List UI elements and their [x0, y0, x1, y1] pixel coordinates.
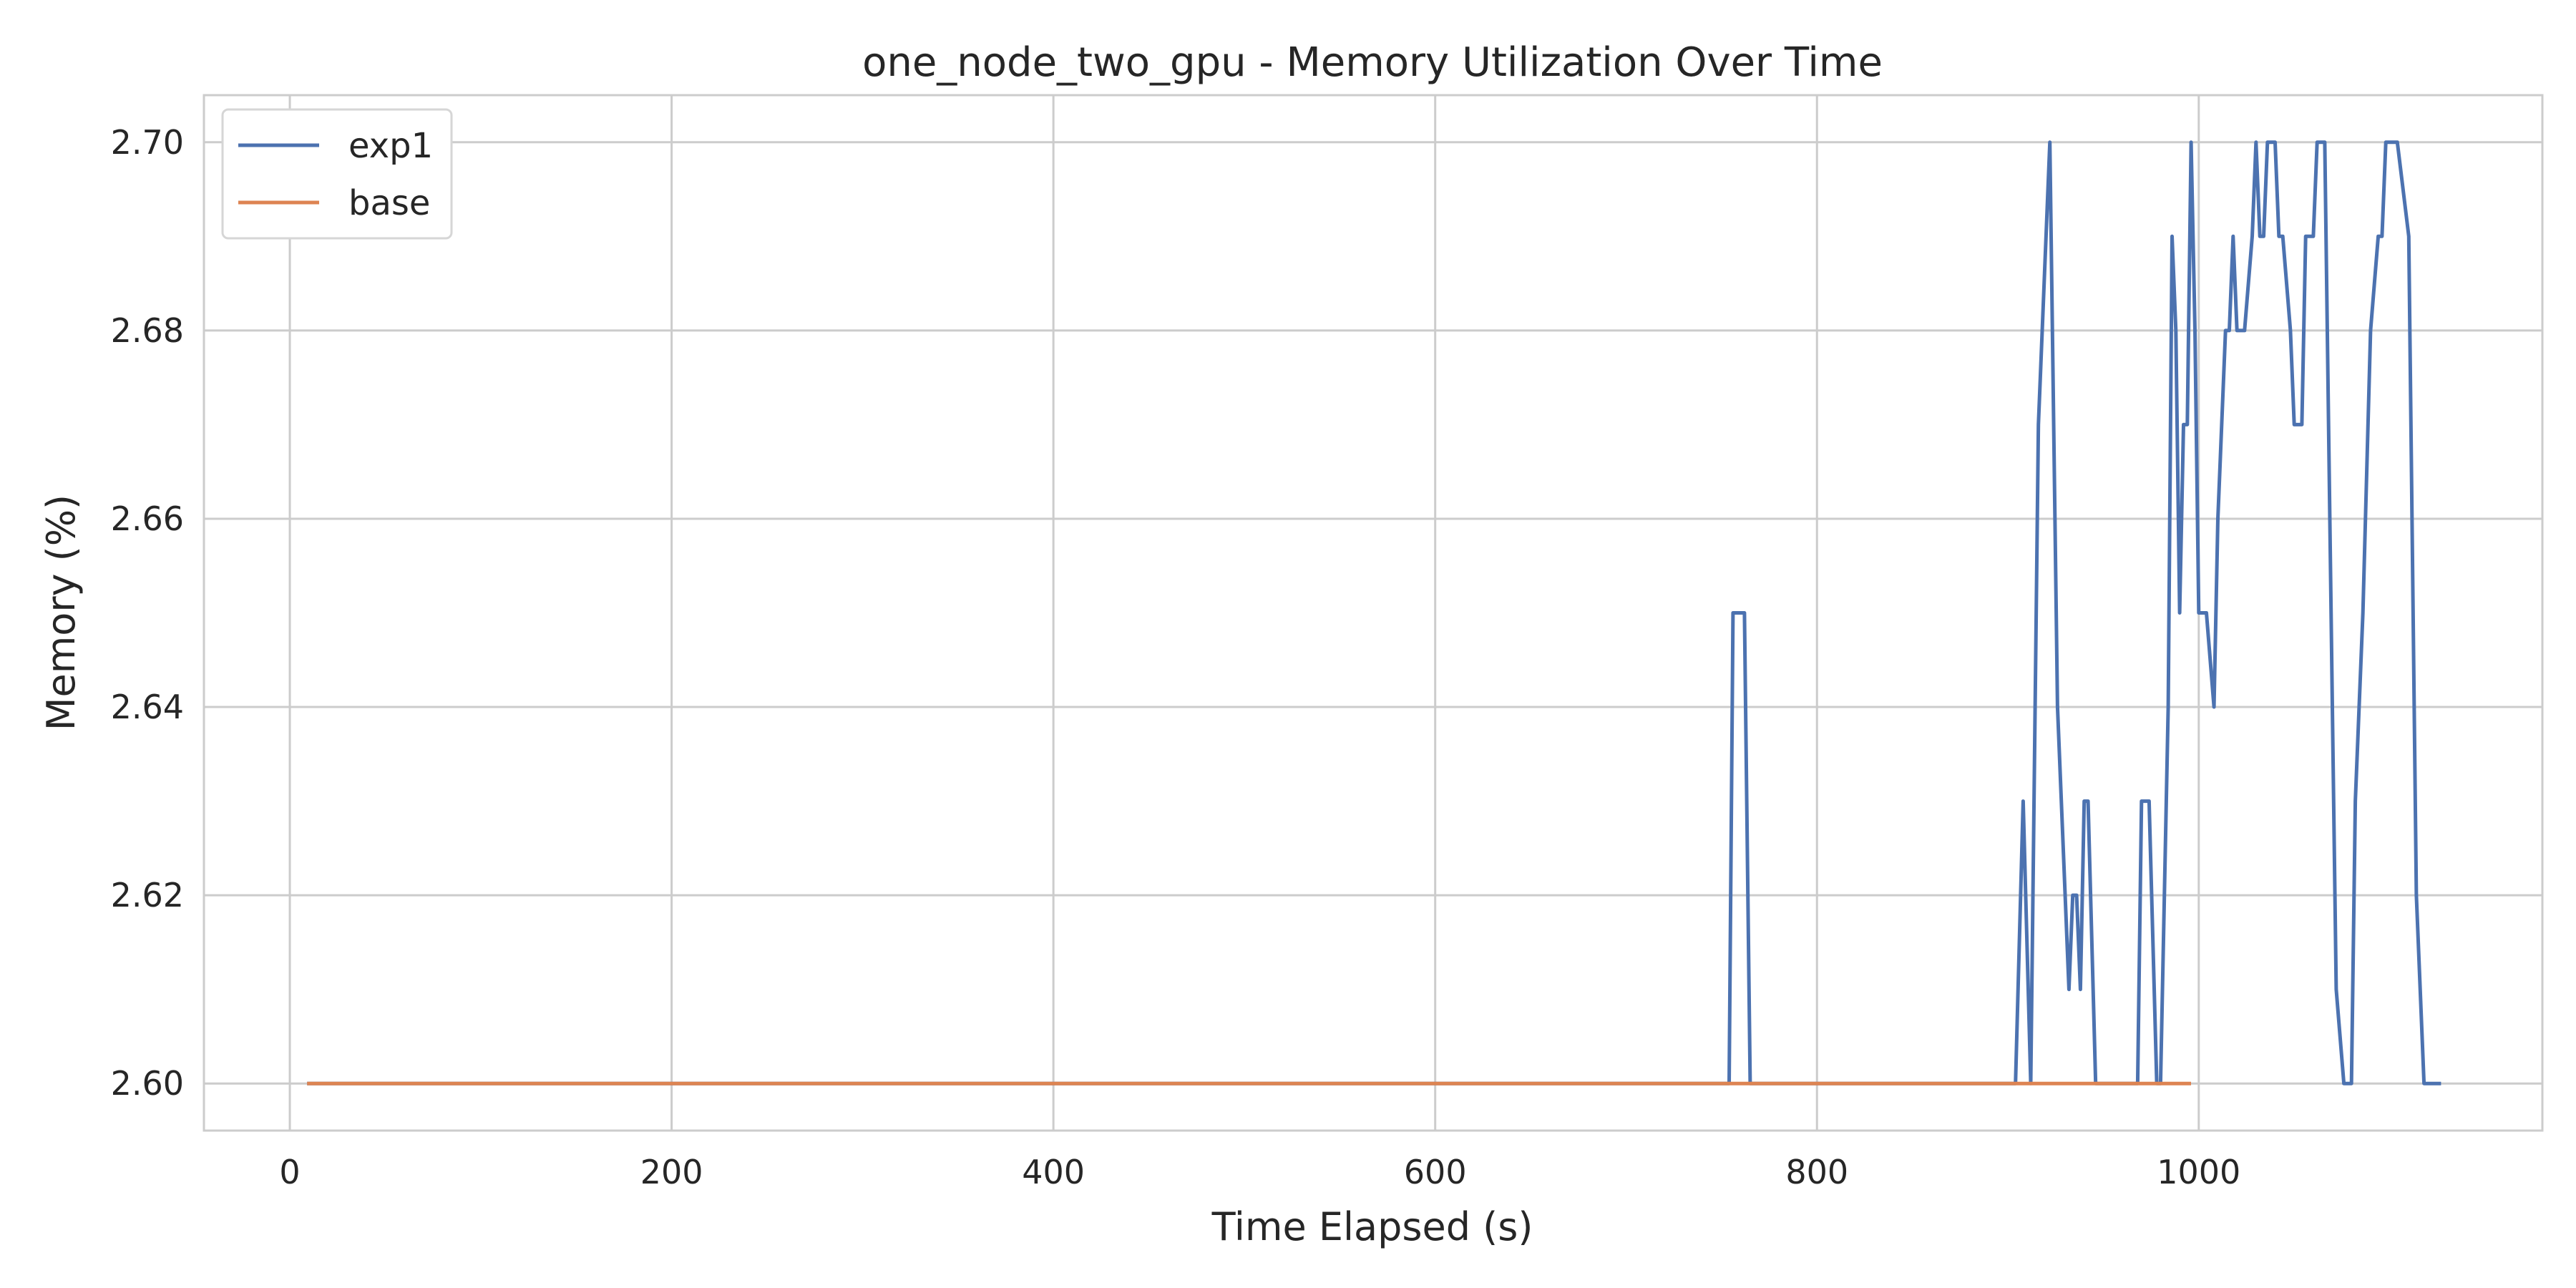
x-tick-label: 800 — [1785, 1153, 1848, 1191]
y-tick-label: 2.60 — [111, 1064, 184, 1103]
legend-label-exp1: exp1 — [348, 126, 433, 166]
y-axis-label: Memory (%) — [39, 494, 84, 731]
legend-label-base: base — [348, 183, 430, 223]
x-tick-label: 600 — [1404, 1153, 1467, 1191]
y-tick-label: 2.62 — [111, 876, 184, 914]
legend-box — [221, 108, 453, 240]
y-tick-label: 2.64 — [111, 688, 184, 726]
tick-layer: 0 200 400 600 800 1000 2.60 2.62 2.64 2.66 2.68 2.7… — [111, 123, 2241, 1191]
series-line-exp1 — [307, 140, 2441, 1085]
x-axis-label: Time Elapsed (s) — [1211, 1204, 1533, 1249]
y-tick-label: 2.70 — [111, 123, 184, 162]
x-tick-label: 400 — [1022, 1153, 1085, 1191]
legend: exp1 base — [221, 108, 453, 240]
chart-title: one_node_two_gpu - Memory Utilization Ov… — [862, 39, 1883, 86]
x-tick-label: 200 — [640, 1153, 703, 1191]
y-tick-label: 2.68 — [111, 311, 184, 350]
x-tick-label: 1000 — [2157, 1153, 2240, 1191]
series-layer — [307, 140, 2441, 1085]
plot-frame — [203, 94, 2544, 1132]
x-tick-label: 0 — [279, 1153, 300, 1191]
y-tick-label: 2.66 — [111, 499, 184, 538]
